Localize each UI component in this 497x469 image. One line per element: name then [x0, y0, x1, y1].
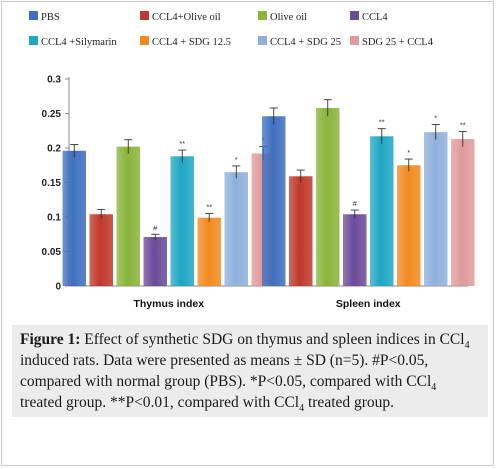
bar — [116, 146, 140, 286]
category-label: Spleen index — [336, 298, 401, 310]
bar — [424, 132, 448, 286]
y-tick-label: 0.15 — [42, 178, 62, 189]
significance-marker: * — [407, 148, 410, 157]
legend-label: CCL4 +Silymarin — [41, 37, 117, 48]
y-tick-label: 0.05 — [42, 247, 62, 258]
y-tick-label: 0.3 — [47, 75, 61, 86]
caption-subscript-1: 4 — [464, 340, 470, 352]
bar — [262, 116, 286, 286]
significance-marker: # — [353, 199, 358, 208]
legend-swatch — [29, 36, 38, 45]
legend-swatch — [258, 36, 267, 45]
significance-marker: ** — [460, 120, 466, 129]
significance-marker: ** — [379, 118, 385, 127]
legend-label: SDG 25 + CCL4 — [362, 37, 434, 48]
y-tick-label: 0.2 — [47, 144, 61, 155]
significance-marker: # — [153, 223, 158, 232]
bar — [451, 139, 475, 286]
caption-subscript-3: 4 — [299, 403, 305, 415]
y-tick-label: 0.25 — [42, 109, 62, 120]
significance-marker: ** — [179, 139, 185, 148]
legend-swatch — [29, 11, 38, 20]
legend-label: Olive oil — [270, 12, 307, 23]
legend-label: PBS — [41, 12, 60, 23]
bar — [89, 214, 113, 286]
caption-text-1: Effect of synthetic SDG on thymus and sp… — [80, 331, 465, 348]
bar — [170, 156, 194, 286]
bar — [62, 150, 86, 286]
legend-swatch — [258, 11, 267, 20]
bar — [370, 136, 394, 286]
y-tick-label: 0 — [55, 282, 61, 293]
caption-subscript-2: 4 — [431, 382, 437, 394]
bar — [316, 107, 340, 286]
category-label: Thymus index — [133, 298, 204, 310]
bar — [224, 172, 248, 286]
legend-label: CCL4 + SDG 25 — [270, 37, 341, 48]
legend-swatch — [350, 36, 359, 45]
legend-label: CCL4 + SDG 12.5 — [152, 37, 231, 48]
caption-label: Figure 1: — [20, 331, 81, 348]
bar — [343, 214, 367, 286]
figure-caption: Figure 1: Effect of synthetic SDG on thy… — [12, 325, 488, 417]
significance-marker: * — [235, 155, 238, 164]
bar — [197, 217, 221, 286]
bar — [397, 165, 421, 286]
legend-label: CCL4 — [362, 12, 388, 23]
significance-marker: * — [434, 114, 437, 123]
y-tick-label: 0.1 — [47, 213, 61, 224]
bar — [143, 237, 167, 286]
legend-swatch — [350, 11, 359, 20]
legend-swatch — [140, 36, 149, 45]
bar-chart: PBS CCL4+Olive oil Olive oil CCL4 CCL4 +Sily… — [29, 11, 475, 310]
legend-label: CCL4+Olive oil — [152, 12, 221, 23]
caption-text-4: treated group. — [304, 394, 395, 411]
caption-text-2: induced rats. Data were presented as mea… — [20, 352, 432, 390]
legend-swatch — [140, 11, 149, 20]
significance-marker: ** — [206, 203, 212, 212]
caption-text-3: treated group. **P<0.01, compared with C… — [20, 394, 300, 411]
bar — [289, 176, 313, 286]
